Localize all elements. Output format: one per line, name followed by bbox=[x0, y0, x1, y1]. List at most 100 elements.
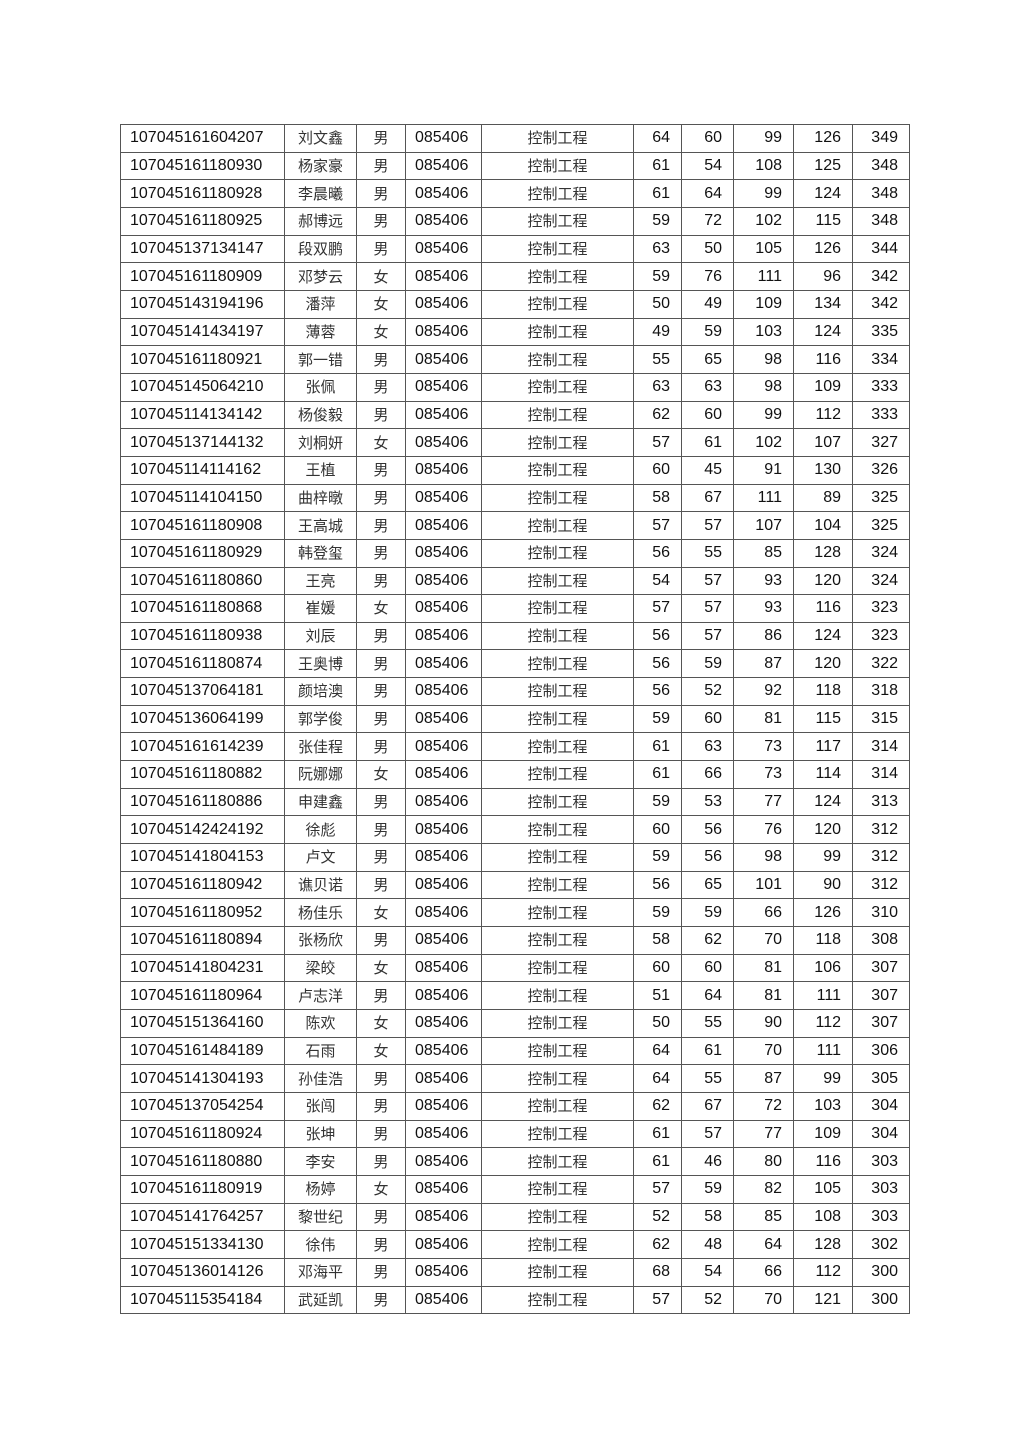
table-row: 107045161180868 崔媛女 085406 控制工程 57 57 93 116 323 bbox=[120, 594, 910, 623]
gender-cell: 男 bbox=[356, 400, 406, 430]
major-code-cell: 085406 bbox=[405, 870, 482, 900]
name-cell: 杨佳乐 bbox=[284, 898, 357, 928]
major-code-cell: 085406 bbox=[405, 1202, 482, 1232]
major-code-cell: 085406 bbox=[405, 345, 482, 374]
candidate-id-cell: 107045141804153 bbox=[120, 843, 285, 872]
score-4-cell: 112 bbox=[793, 1257, 853, 1287]
total-score-cell: 325 bbox=[852, 511, 910, 540]
score-3-cell: 70 bbox=[733, 1285, 794, 1315]
major-code-cell: 085406 bbox=[405, 1119, 482, 1149]
score-4-cell: 115 bbox=[793, 206, 853, 236]
score-3-cell: 81 bbox=[733, 953, 794, 983]
gender-cell: 男 bbox=[356, 372, 406, 402]
gender-cell: 男 bbox=[356, 1091, 406, 1121]
major-name-cell: 控制工程 bbox=[481, 151, 634, 181]
score-1-cell: 62 bbox=[633, 400, 682, 430]
major-name-cell: 控制工程 bbox=[481, 124, 634, 153]
name-cell: 王植 bbox=[284, 455, 357, 485]
gender-cell: 男 bbox=[356, 1119, 406, 1149]
total-score-cell: 306 bbox=[852, 1036, 910, 1066]
table-row: 107045137134147 段双鹏男 085406 控制工程 63 50 105 126 3… bbox=[120, 234, 910, 264]
gender-cell: 男 bbox=[356, 455, 406, 485]
score-1-cell: 57 bbox=[633, 511, 682, 540]
score-4-cell: 124 bbox=[793, 179, 853, 208]
score-4-cell: 116 bbox=[793, 1147, 853, 1176]
total-score-cell: 324 bbox=[852, 538, 910, 568]
major-name-cell: 控制工程 bbox=[481, 787, 634, 817]
total-score-cell: 342 bbox=[852, 289, 910, 319]
gender-cell: 男 bbox=[356, 1202, 406, 1232]
score-3-cell: 70 bbox=[733, 1036, 794, 1066]
major-name-cell: 控制工程 bbox=[481, 234, 634, 264]
table-row: 107045161614239 张佳程男 085406 控制工程 61 63 73 117 31… bbox=[120, 732, 910, 762]
total-score-cell: 307 bbox=[852, 953, 910, 983]
major-code-cell: 085406 bbox=[405, 1285, 482, 1315]
score-4-cell: 126 bbox=[793, 898, 853, 928]
gender-cell: 男 bbox=[356, 179, 406, 208]
score-4-cell: 120 bbox=[793, 566, 853, 596]
major-code-cell: 085406 bbox=[405, 677, 482, 706]
score-1-cell: 64 bbox=[633, 1064, 682, 1093]
score-4-cell: 128 bbox=[793, 1230, 853, 1259]
gender-cell: 男 bbox=[356, 1257, 406, 1287]
score-3-cell: 99 bbox=[733, 124, 794, 153]
gender-cell: 男 bbox=[356, 1230, 406, 1259]
table-row: 107045161180942 谯贝诺男 085406 控制工程 56 65 101 90 31… bbox=[120, 870, 910, 900]
total-score-cell: 312 bbox=[852, 815, 910, 845]
table-row: 107045114134142 杨俊毅男 085406 控制工程 62 60 99 112 33… bbox=[120, 400, 910, 430]
gender-cell: 男 bbox=[356, 1064, 406, 1093]
score-1-cell: 59 bbox=[633, 898, 682, 928]
candidate-id-cell: 107045161180882 bbox=[120, 760, 285, 789]
score-4-cell: 112 bbox=[793, 1009, 853, 1038]
name-cell: 杨俊毅 bbox=[284, 400, 357, 430]
score-4-cell: 125 bbox=[793, 151, 853, 181]
score-2-cell: 60 bbox=[681, 400, 734, 430]
name-cell: 张佩 bbox=[284, 372, 357, 402]
score-2-cell: 64 bbox=[681, 981, 734, 1010]
major-code-cell: 085406 bbox=[405, 843, 482, 872]
major-name-cell: 控制工程 bbox=[481, 179, 634, 208]
major-code-cell: 085406 bbox=[405, 621, 482, 651]
name-cell: 阮娜娜 bbox=[284, 760, 357, 789]
major-name-cell: 控制工程 bbox=[481, 1064, 634, 1093]
candidate-id-cell: 107045161180919 bbox=[120, 1174, 285, 1204]
name-cell: 崔媛 bbox=[284, 594, 357, 623]
score-2-cell: 56 bbox=[681, 843, 734, 872]
table-row: 107045141804231 梁皎女 085406 控制工程 60 60 81 106 307 bbox=[120, 953, 910, 983]
candidate-id-cell: 107045161180880 bbox=[120, 1147, 285, 1176]
score-4-cell: 112 bbox=[793, 400, 853, 430]
score-3-cell: 85 bbox=[733, 538, 794, 568]
candidate-id-cell: 107045141764257 bbox=[120, 1202, 285, 1232]
total-score-cell: 322 bbox=[852, 649, 910, 679]
candidate-id-cell: 107045161180925 bbox=[120, 206, 285, 236]
name-cell: 杨家豪 bbox=[284, 151, 357, 181]
candidate-id-cell: 107045141304193 bbox=[120, 1064, 285, 1093]
score-4-cell: 99 bbox=[793, 1064, 853, 1093]
major-name-cell: 控制工程 bbox=[481, 483, 634, 513]
candidate-id-cell: 107045161180964 bbox=[120, 981, 285, 1010]
table-row: 107045141304193 孙佳浩男 085406 控制工程 64 55 87 99 305 bbox=[120, 1064, 910, 1093]
major-code-cell: 085406 bbox=[405, 289, 482, 319]
total-score-cell: 335 bbox=[852, 317, 910, 347]
name-cell: 曲梓暾 bbox=[284, 483, 357, 513]
table-row: 107045137064181 颜培澳男 085406 控制工程 56 52 92 118 31… bbox=[120, 677, 910, 706]
total-score-cell: 310 bbox=[852, 898, 910, 928]
total-score-cell: 314 bbox=[852, 760, 910, 789]
total-score-cell: 318 bbox=[852, 677, 910, 706]
score-3-cell: 105 bbox=[733, 234, 794, 264]
total-score-cell: 300 bbox=[852, 1285, 910, 1315]
score-3-cell: 102 bbox=[733, 206, 794, 236]
score-1-cell: 58 bbox=[633, 483, 682, 513]
major-code-cell: 085406 bbox=[405, 1257, 482, 1287]
total-score-cell: 344 bbox=[852, 234, 910, 264]
name-cell: 陈欢 bbox=[284, 1009, 357, 1038]
score-4-cell: 120 bbox=[793, 649, 853, 679]
total-score-cell: 327 bbox=[852, 428, 910, 457]
candidate-id-cell: 107045137144132 bbox=[120, 428, 285, 457]
major-code-cell: 085406 bbox=[405, 732, 482, 762]
major-code-cell: 085406 bbox=[405, 1147, 482, 1176]
score-2-cell: 48 bbox=[681, 1230, 734, 1259]
score-2-cell: 72 bbox=[681, 206, 734, 236]
table-row: 107045161180894 张杨欣男 085406 控制工程 58 62 70 118 30… bbox=[120, 926, 910, 955]
total-score-cell: 307 bbox=[852, 981, 910, 1010]
